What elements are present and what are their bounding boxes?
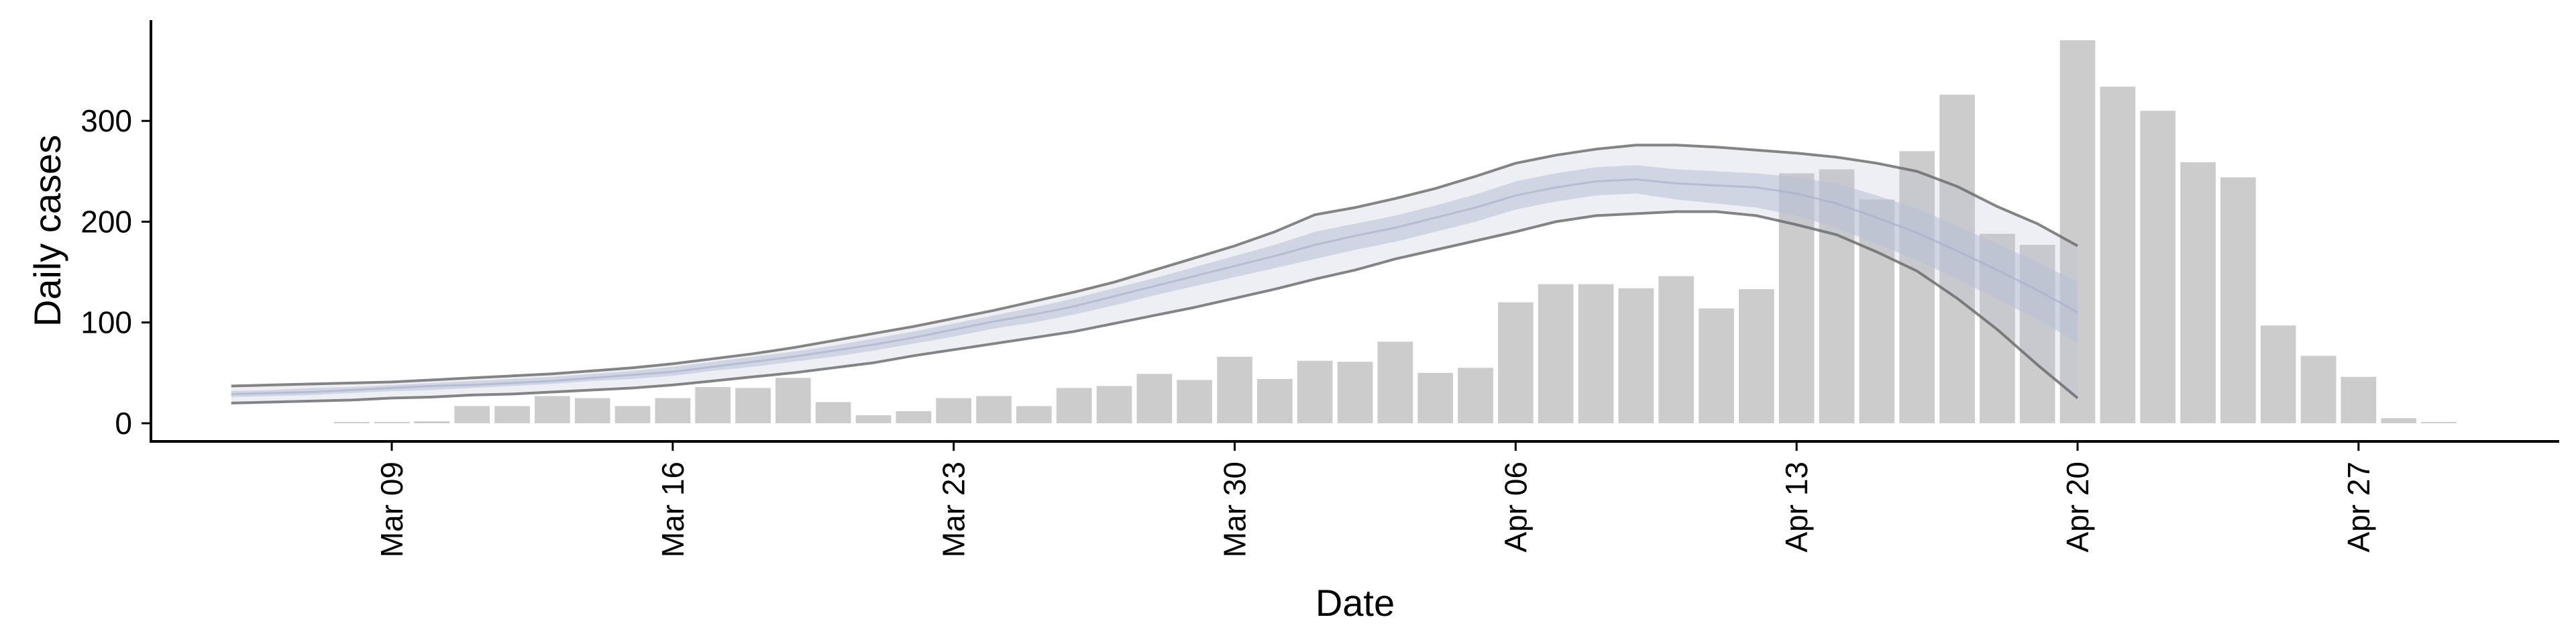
y-tick-label: 100 <box>80 305 132 340</box>
bar-2020-03-15 <box>614 406 651 423</box>
bar-2020-03-11 <box>454 406 490 423</box>
y-tick-label: 0 <box>115 406 132 441</box>
x-tick-label: Mar 09 <box>374 462 409 557</box>
y-tick-label: 300 <box>80 103 132 138</box>
bar-2020-03-26 <box>1056 388 1092 423</box>
y-ticks: 0 100 200 300 <box>80 103 151 441</box>
y-tick-label: 200 <box>80 204 132 239</box>
bar-2020-03-30 <box>1217 356 1252 423</box>
bar-2020-03-21 <box>855 415 892 423</box>
bar-2020-04-09 <box>1618 288 1654 423</box>
bar-2020-04-28 <box>2381 418 2416 423</box>
bar-2020-04-22 <box>2140 111 2176 423</box>
nowcast-median-line <box>231 178 2078 395</box>
bar-2020-03-28 <box>1136 374 1173 423</box>
bars-layer <box>333 40 2457 423</box>
x-tick-label: Apr 20 <box>2060 462 2095 553</box>
bar-2020-04-11 <box>1699 308 1734 423</box>
x-tick-label: Mar 23 <box>936 462 971 557</box>
nowcast-90-interval <box>231 145 2078 403</box>
x-tick-label: Apr 13 <box>1779 462 1814 553</box>
bar-2020-04-06 <box>1498 302 1534 423</box>
x-tick-label: Mar 30 <box>1218 462 1252 557</box>
bar-2020-04-08 <box>1578 284 1614 423</box>
bar-2020-04-24 <box>2220 177 2256 423</box>
x-axis-title: Date <box>1316 582 1395 624</box>
bar-2020-03-27 <box>1096 386 1132 423</box>
bar-2020-04-02 <box>1337 362 1373 423</box>
bar-2020-03-13 <box>535 396 570 423</box>
bar-2020-04-26 <box>2300 356 2337 423</box>
bar-2020-03-14 <box>574 398 610 423</box>
bar-2020-03-10 <box>414 421 450 423</box>
x-tick-label: Apr 27 <box>2341 462 2376 553</box>
bar-2020-04-27 <box>2341 376 2377 423</box>
bar-2020-03-09 <box>374 422 410 423</box>
nowcast-upper-line <box>231 144 2078 388</box>
bar-2020-04-05 <box>1458 368 1493 423</box>
y-axis-title: Daily cases <box>26 135 68 327</box>
bar-2020-04-20 <box>2059 40 2096 423</box>
bar-2020-03-16 <box>655 398 691 423</box>
bar-2020-03-17 <box>695 386 731 423</box>
bar-2020-04-04 <box>1417 372 1453 423</box>
bar-2020-04-29 <box>2421 422 2457 423</box>
nowcast-band-layer <box>231 144 2079 405</box>
bar-2020-04-10 <box>1658 276 1694 423</box>
bar-2020-03-23 <box>936 398 971 423</box>
bar-2020-04-21 <box>2100 87 2136 423</box>
bar-2020-03-19 <box>775 378 811 423</box>
bar-2020-03-12 <box>494 406 530 423</box>
bar-2020-04-01 <box>1297 360 1333 423</box>
bar-2020-04-23 <box>2180 162 2216 423</box>
bar-2020-03-25 <box>1016 406 1052 423</box>
bar-2020-03-24 <box>976 396 1012 423</box>
bar-2020-04-03 <box>1377 341 1413 423</box>
bar-2020-03-08 <box>333 422 370 423</box>
bar-2020-03-29 <box>1177 380 1212 423</box>
axes-layer <box>150 20 2559 443</box>
x-tick-label: Apr 06 <box>1498 462 1533 553</box>
bar-2020-03-18 <box>735 388 771 423</box>
nowcast-50-interval <box>231 165 2078 397</box>
x-ticks: Mar 09 Mar 16 Mar 23 Mar 30 Apr 06 Apr 13 Apr … <box>374 441 2376 557</box>
bar-2020-03-20 <box>815 402 851 423</box>
bar-2020-04-12 <box>1739 289 1774 423</box>
bar-2020-04-25 <box>2260 325 2296 423</box>
nowcast-lower-line <box>231 210 2079 405</box>
bar-2020-04-16 <box>1899 151 1935 423</box>
x-tick-label: Mar 16 <box>655 462 690 557</box>
bar-2020-03-31 <box>1257 378 1293 423</box>
bar-2020-03-22 <box>896 411 932 423</box>
bar-2020-04-07 <box>1538 284 1574 423</box>
